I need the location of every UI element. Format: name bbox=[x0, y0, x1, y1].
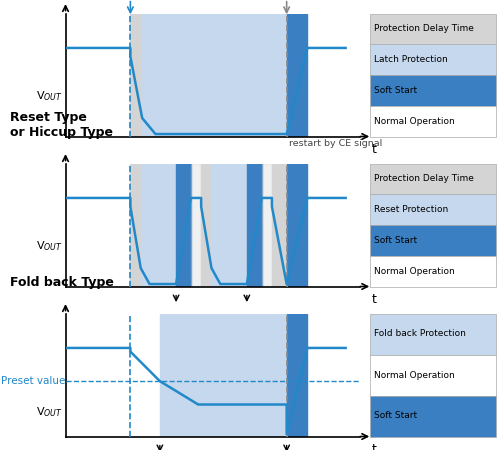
Bar bbox=[131, 14, 142, 136]
Text: Reset Type
or Hiccup Type: Reset Type or Hiccup Type bbox=[10, 111, 113, 139]
Bar bbox=[191, 163, 201, 287]
Text: restart by CE signal: restart by CE signal bbox=[289, 139, 383, 148]
Bar bbox=[201, 163, 212, 287]
Text: Normal Operation: Normal Operation bbox=[374, 117, 455, 126]
Text: Fold back Type: Fold back Type bbox=[10, 276, 114, 289]
Text: Protection Delay Time: Protection Delay Time bbox=[374, 24, 474, 33]
Bar bbox=[160, 314, 287, 436]
Text: V$_{OUT}$: V$_{OUT}$ bbox=[36, 89, 62, 103]
Text: Over Current: Over Current bbox=[136, 0, 203, 2]
Text: Soft Start: Soft Start bbox=[374, 236, 417, 245]
Text: Fold back Protection: Fold back Protection bbox=[374, 329, 466, 338]
Bar bbox=[142, 14, 287, 136]
Text: Auto-release: Auto-release bbox=[143, 314, 209, 324]
Text: V$_{OUT}$: V$_{OUT}$ bbox=[36, 405, 62, 419]
Text: Soft Start: Soft Start bbox=[374, 411, 417, 420]
Bar bbox=[287, 14, 307, 136]
Text: t: t bbox=[372, 443, 377, 450]
Bar bbox=[287, 163, 307, 287]
Text: V$_{OUT}$: V$_{OUT}$ bbox=[36, 239, 62, 253]
Text: t: t bbox=[372, 292, 377, 306]
Bar bbox=[287, 314, 307, 436]
Text: Normal Operation: Normal Operation bbox=[374, 266, 455, 275]
Text: Latch Protection: Latch Protection bbox=[374, 55, 448, 64]
Bar bbox=[212, 163, 247, 287]
Text: Auto-release: Auto-release bbox=[214, 314, 280, 324]
Bar bbox=[176, 163, 191, 287]
Bar bbox=[272, 163, 287, 287]
Text: Preset value: Preset value bbox=[1, 376, 65, 386]
Bar bbox=[262, 163, 272, 287]
Bar bbox=[141, 163, 176, 287]
Text: Protection Delay Time: Protection Delay Time bbox=[374, 175, 474, 184]
Text: Soft Start: Soft Start bbox=[374, 86, 417, 95]
Text: t: t bbox=[372, 143, 377, 156]
Bar bbox=[247, 163, 262, 287]
Text: Reset Protection: Reset Protection bbox=[374, 205, 448, 214]
Text: Normal Operation: Normal Operation bbox=[374, 370, 455, 379]
Bar bbox=[131, 163, 141, 287]
Text: Over Current Cancelation: Over Current Cancelation bbox=[215, 0, 348, 2]
